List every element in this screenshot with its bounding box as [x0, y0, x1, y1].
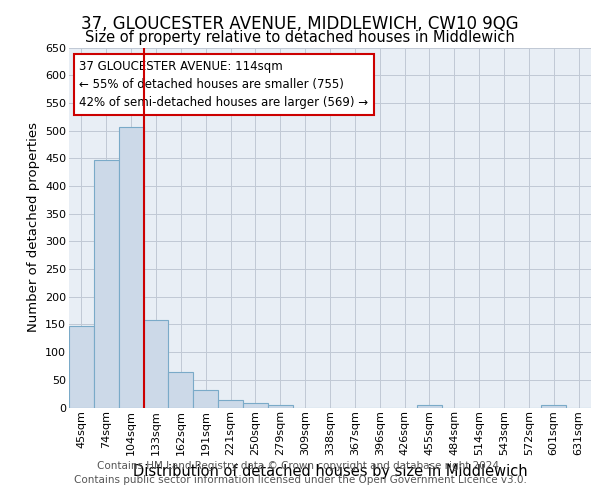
Bar — [119, 126, 143, 408]
Bar — [69, 326, 94, 407]
Bar — [143, 320, 169, 408]
X-axis label: Distribution of detached houses by size in Middlewich: Distribution of detached houses by size … — [133, 464, 527, 478]
Y-axis label: Number of detached properties: Number of detached properties — [26, 122, 40, 332]
Bar — [417, 404, 442, 407]
Bar — [193, 390, 218, 407]
Bar — [169, 372, 193, 408]
Bar — [243, 403, 268, 407]
Text: 37, GLOUCESTER AVENUE, MIDDLEWICH, CW10 9QG: 37, GLOUCESTER AVENUE, MIDDLEWICH, CW10 … — [81, 15, 519, 33]
Bar — [218, 400, 243, 407]
Text: Size of property relative to detached houses in Middlewich: Size of property relative to detached ho… — [85, 30, 515, 45]
Text: 37 GLOUCESTER AVENUE: 114sqm
← 55% of detached houses are smaller (755)
42% of s: 37 GLOUCESTER AVENUE: 114sqm ← 55% of de… — [79, 60, 368, 109]
Bar — [541, 404, 566, 407]
Text: Contains HM Land Registry data © Crown copyright and database right 2024.
Contai: Contains HM Land Registry data © Crown c… — [74, 461, 526, 485]
Bar — [94, 160, 119, 408]
Bar — [268, 404, 293, 407]
